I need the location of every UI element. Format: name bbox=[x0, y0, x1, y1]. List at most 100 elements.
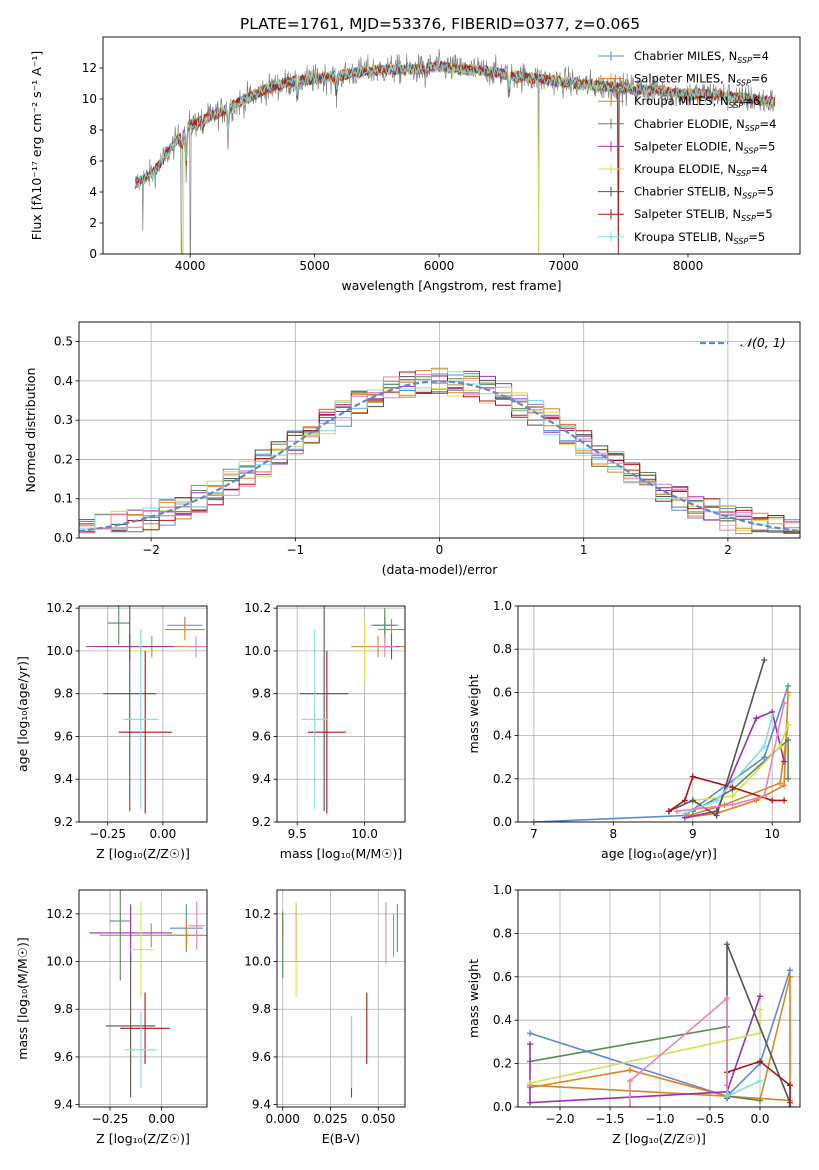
mass-weight-marker bbox=[729, 801, 736, 808]
mass-weight-marker bbox=[527, 1041, 533, 1048]
mass-weight-marker bbox=[761, 754, 768, 761]
model-spectrum-line bbox=[135, 61, 776, 254]
x-axis-label: Z [log₁₀(Z/Z☉)] bbox=[96, 846, 190, 861]
legend-label: Kroupa STELIB, NSSP=5 bbox=[634, 230, 765, 246]
x-tick-label: −0.25 bbox=[89, 827, 126, 841]
y-tick-label: 10.0 bbox=[46, 644, 73, 658]
mass-weight-marker bbox=[785, 775, 792, 782]
mass-vs-Z-plot-area bbox=[89, 890, 207, 1098]
mass-weight-marker bbox=[681, 797, 688, 804]
y-tick-label: 0.6 bbox=[493, 970, 512, 984]
y-tick-label: 9.4 bbox=[252, 1098, 271, 1112]
mass-weight-series-line bbox=[629, 996, 728, 1107]
mass-weight-marker bbox=[757, 1077, 763, 1084]
mass-weight-series-line bbox=[684, 715, 773, 815]
x-tick-label: 0.00 bbox=[150, 827, 177, 841]
y-tick-label: 9.6 bbox=[252, 729, 271, 743]
y-tick-label: 9.8 bbox=[252, 687, 271, 701]
axes-frame bbox=[102, 36, 801, 255]
legend-label: Chabrier STELIB, NSSP=5 bbox=[634, 185, 774, 201]
y-axis-label: mass [log₁₀(M/M☉)] bbox=[15, 937, 30, 1059]
y-tick-label: 9.6 bbox=[54, 1050, 73, 1064]
y-tick-label: 12 bbox=[82, 61, 97, 75]
mass-weight-marker bbox=[781, 797, 788, 804]
x-tick-label: −1.0 bbox=[645, 1112, 674, 1126]
y-tick-label: 0.4 bbox=[493, 1013, 512, 1027]
mass-weight-marker bbox=[627, 1067, 633, 1074]
mass-vs-ebv-plot-area bbox=[282, 901, 398, 1098]
y-axis-label: age [log₁₀(age/yr)] bbox=[15, 656, 30, 772]
spectrum-legend: Chabrier MILES, NSSP=4 Salpeter MILES, NS… bbox=[598, 49, 776, 246]
mass-weight-marker bbox=[527, 1030, 533, 1037]
mass-weight-marker bbox=[627, 1077, 633, 1084]
y-tick-label: 4 bbox=[89, 185, 97, 199]
y-tick-label: 6 bbox=[89, 154, 97, 168]
axes-frame bbox=[78, 605, 208, 823]
mass-weight-marker bbox=[787, 967, 793, 974]
y-tick-label: 9.6 bbox=[252, 1050, 271, 1064]
mass-weight-marker bbox=[757, 1058, 763, 1065]
legend-label: Salpeter STELIB, NSSP=5 bbox=[634, 207, 773, 223]
x-axis-label: (data-model)/error bbox=[382, 562, 499, 577]
mass-weight-series-line bbox=[726, 944, 791, 1103]
weight-vs-age-grid bbox=[518, 605, 800, 823]
x-tick-label: 0.050 bbox=[361, 1112, 395, 1126]
mass-weight-marker bbox=[689, 797, 696, 804]
mass-weight-vs-metallicity-panel: −2.0 −1.5 −1.0 −0.5 0.0 0.0 0.2 0.4 0.6 0.8 1.0 Z [… bbox=[466, 883, 801, 1146]
mass-weight-marker bbox=[781, 782, 788, 789]
age-vs-mass-grid bbox=[277, 606, 405, 823]
y-tick-label: 0.3 bbox=[54, 413, 73, 427]
y-tick-label: 0.0 bbox=[54, 531, 73, 545]
age-vs-mass-panel: 9.5 10.0 9.2 9.4 9.6 9.8 10.0 10.2 mass [log₁₀(M… bbox=[244, 601, 406, 861]
legend-label: Salpeter ELODIE, NSSP=5 bbox=[634, 139, 775, 155]
mass-weight-marker bbox=[724, 995, 730, 1002]
x-tick-label: 7000 bbox=[548, 259, 579, 273]
x-tick-label: 10 bbox=[765, 827, 780, 841]
mass-weight-marker bbox=[777, 780, 784, 787]
mass-weight-marker bbox=[761, 743, 768, 750]
y-tick-label: 2 bbox=[89, 216, 97, 230]
mass-weight-marker bbox=[785, 682, 792, 689]
y-tick-label: 9.8 bbox=[252, 1002, 271, 1016]
axes-frame bbox=[276, 605, 406, 823]
x-tick-label: 2 bbox=[724, 543, 732, 557]
y-axis-label: mass weight bbox=[466, 674, 481, 753]
x-tick-label: 9.5 bbox=[288, 827, 307, 841]
mass-weight-marker bbox=[673, 808, 680, 815]
y-tick-label: 0.1 bbox=[54, 492, 73, 506]
x-tick-label: −1.5 bbox=[595, 1112, 624, 1126]
mass-vs-ebv-panel: 0.000 0.025 0.050 9.4 9.6 9.8 10.0 10.2 E(B-V) bbox=[244, 889, 406, 1146]
y-tick-label: 0.0 bbox=[493, 815, 512, 829]
x-axis-label: mass [log₁₀(M/M☉)] bbox=[280, 846, 402, 861]
x-tick-label: 4000 bbox=[175, 259, 206, 273]
residual-histogram-panel: −2 −1 0 1 2 0.0 0.1 0.2 0.3 0.4 0.5 (data-model)/er… bbox=[23, 321, 801, 577]
legend-label: Kroupa ELODIE, NSSP=4 bbox=[634, 162, 768, 178]
x-tick-label: −2.0 bbox=[545, 1112, 574, 1126]
y-tick-label: 0.5 bbox=[54, 335, 73, 349]
y-tick-label: 9.2 bbox=[252, 815, 271, 829]
y-tick-label: 10.2 bbox=[46, 601, 73, 615]
y-tick-label: 0.4 bbox=[54, 374, 73, 388]
spectrum-plot-area bbox=[134, 48, 776, 254]
mass-weight-marker bbox=[729, 793, 736, 800]
x-axis-label: wavelength [Angstrom, rest frame] bbox=[341, 278, 561, 293]
mass-weight-marker bbox=[785, 736, 792, 743]
y-tick-label: 9.6 bbox=[54, 729, 73, 743]
mass-weight-marker bbox=[681, 810, 688, 817]
model-spectrum-line bbox=[134, 61, 775, 189]
y-tick-label: 0 bbox=[89, 247, 97, 261]
x-tick-label: 0 bbox=[436, 543, 444, 557]
y-tick-label: 0.4 bbox=[493, 729, 512, 743]
y-tick-label: 10.2 bbox=[244, 907, 271, 921]
axes-frame bbox=[78, 321, 801, 539]
x-tick-label: −0.25 bbox=[92, 1112, 129, 1126]
residuals-grid bbox=[79, 322, 800, 539]
x-tick-label: 6000 bbox=[424, 259, 455, 273]
y-tick-label: 1.0 bbox=[493, 599, 512, 613]
mass-weight-marker bbox=[724, 1093, 730, 1100]
mass-weight-series-line bbox=[529, 970, 791, 1098]
mass-weight-marker bbox=[753, 715, 760, 722]
x-tick-label: −2 bbox=[142, 543, 160, 557]
mass-weight-marker bbox=[689, 773, 696, 780]
